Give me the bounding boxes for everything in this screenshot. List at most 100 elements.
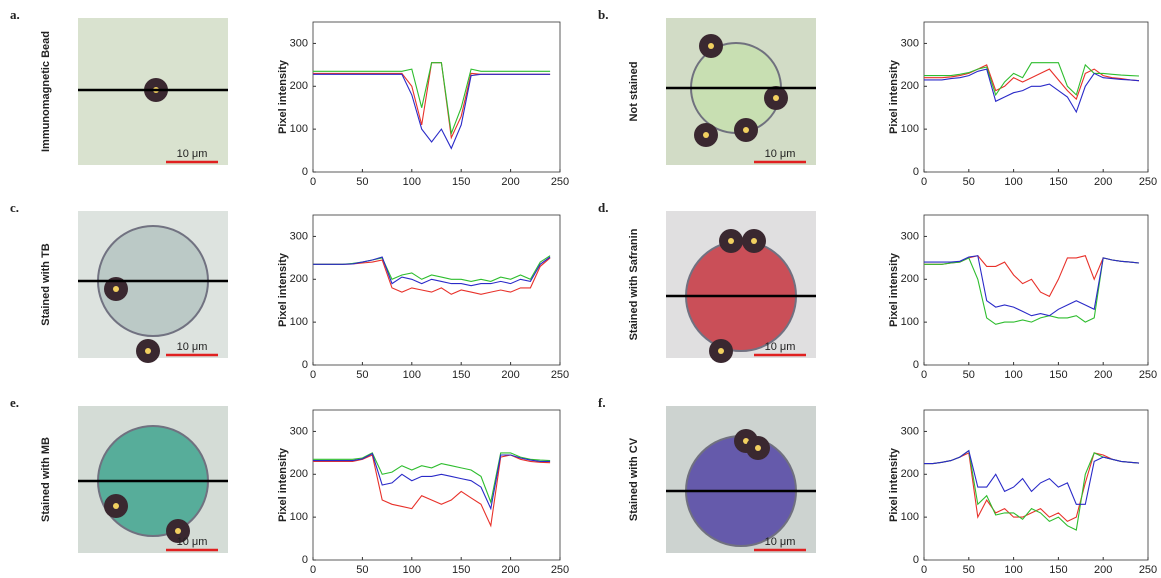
x-tick-label: 200 xyxy=(501,369,519,381)
panel-label: b. xyxy=(598,7,608,22)
x-tick-label: 150 xyxy=(1049,369,1067,381)
scale-bar-label: 10 μm xyxy=(765,341,796,353)
y-tick-label: 0 xyxy=(302,166,308,178)
y-tick-label: 100 xyxy=(290,316,308,328)
image-label: Stained with MB xyxy=(40,437,52,522)
plot-frame xyxy=(923,409,1149,561)
x-tick-label: 150 xyxy=(1049,564,1067,576)
x-tick-label: 200 xyxy=(1094,564,1112,576)
intensity-line xyxy=(313,62,551,136)
y-tick-label: 0 xyxy=(913,359,919,371)
scale-bar-label: 10 μm xyxy=(765,148,796,160)
x-tick-label: 0 xyxy=(310,369,316,381)
x-tick-label: 150 xyxy=(452,176,470,188)
bead-core xyxy=(113,503,119,509)
panel-label: c. xyxy=(10,200,19,215)
y-axis-label: Pixel intensity xyxy=(277,59,289,134)
image-label: Stained with TB xyxy=(40,243,52,326)
plot-frame xyxy=(923,214,1149,366)
bead-core xyxy=(773,95,779,101)
x-tick-label: 0 xyxy=(921,564,927,576)
y-axis-label: Pixel intensity xyxy=(888,252,900,327)
y-tick-label: 300 xyxy=(290,37,308,49)
y-tick-label: 0 xyxy=(302,359,308,371)
y-tick-label: 100 xyxy=(290,123,308,135)
y-tick-label: 0 xyxy=(913,166,919,178)
y-tick-label: 100 xyxy=(901,511,919,523)
x-tick-label: 200 xyxy=(1094,369,1112,381)
x-tick-label: 250 xyxy=(551,176,569,188)
y-tick-label: 200 xyxy=(290,273,308,285)
bead-core xyxy=(145,348,151,354)
x-tick-label: 250 xyxy=(1139,564,1157,576)
intensity-line xyxy=(924,255,1140,317)
panel-label: e. xyxy=(10,395,19,410)
x-tick-label: 150 xyxy=(1049,176,1067,188)
intensity-line xyxy=(313,452,551,505)
intensity-line xyxy=(924,64,1140,101)
bead-core xyxy=(708,43,714,49)
image-label: Stained with CV xyxy=(628,437,640,521)
x-tick-label: 100 xyxy=(403,176,421,188)
scale-bar-label: 10 μm xyxy=(177,341,208,353)
y-tick-label: 200 xyxy=(901,80,919,92)
y-axis-label: Pixel intensity xyxy=(277,252,289,327)
x-tick-label: 150 xyxy=(452,564,470,576)
y-axis-label: Pixel intensity xyxy=(277,447,289,522)
y-tick-label: 200 xyxy=(901,273,919,285)
bead-core xyxy=(113,286,119,292)
bead-core xyxy=(751,238,757,244)
x-tick-label: 250 xyxy=(551,564,569,576)
x-tick-label: 100 xyxy=(1004,176,1022,188)
x-tick-label: 150 xyxy=(452,369,470,381)
y-tick-label: 300 xyxy=(901,230,919,242)
x-tick-label: 100 xyxy=(1004,369,1022,381)
panel-label: a. xyxy=(10,7,20,22)
scale-bar-label: 10 μm xyxy=(765,536,796,548)
bead-core xyxy=(743,127,749,133)
bead-core xyxy=(728,238,734,244)
x-tick-label: 250 xyxy=(551,369,569,381)
x-tick-label: 0 xyxy=(921,176,927,188)
y-tick-label: 100 xyxy=(901,123,919,135)
x-tick-label: 250 xyxy=(1139,176,1157,188)
y-tick-label: 200 xyxy=(290,468,308,480)
bead-core xyxy=(718,348,724,354)
y-tick-label: 0 xyxy=(913,554,919,566)
x-tick-label: 50 xyxy=(963,369,975,381)
bead-core xyxy=(703,132,709,138)
x-tick-label: 100 xyxy=(1004,564,1022,576)
panel-label: f. xyxy=(598,395,606,410)
y-tick-label: 100 xyxy=(290,511,308,523)
x-tick-label: 250 xyxy=(1139,369,1157,381)
y-tick-label: 100 xyxy=(901,316,919,328)
x-tick-label: 0 xyxy=(310,564,316,576)
intensity-line xyxy=(924,68,1140,114)
x-tick-label: 50 xyxy=(356,369,368,381)
scale-bar-label: 10 μm xyxy=(177,536,208,548)
panel-label: d. xyxy=(598,200,608,215)
y-tick-label: 300 xyxy=(290,230,308,242)
image-label: Not stained xyxy=(628,62,640,122)
x-tick-label: 50 xyxy=(963,564,975,576)
scale-bar-label: 10 μm xyxy=(177,148,208,160)
intensity-line xyxy=(313,452,551,511)
y-tick-label: 0 xyxy=(302,554,308,566)
x-tick-label: 200 xyxy=(501,564,519,576)
y-tick-label: 300 xyxy=(290,425,308,437)
plot-frame xyxy=(923,21,1149,173)
x-tick-label: 200 xyxy=(501,176,519,188)
x-tick-label: 50 xyxy=(963,176,975,188)
x-tick-label: 50 xyxy=(356,564,368,576)
y-tick-label: 300 xyxy=(901,37,919,49)
image-label: Immunomagnetic Bead xyxy=(40,31,52,152)
bead-core xyxy=(175,528,181,534)
x-tick-label: 50 xyxy=(356,176,368,188)
y-axis-label: Pixel intensity xyxy=(888,59,900,134)
x-tick-label: 0 xyxy=(921,369,927,381)
plot-frame xyxy=(312,21,561,173)
intensity-line xyxy=(313,73,551,150)
y-tick-label: 200 xyxy=(290,80,308,92)
intensity-line xyxy=(924,449,1140,505)
